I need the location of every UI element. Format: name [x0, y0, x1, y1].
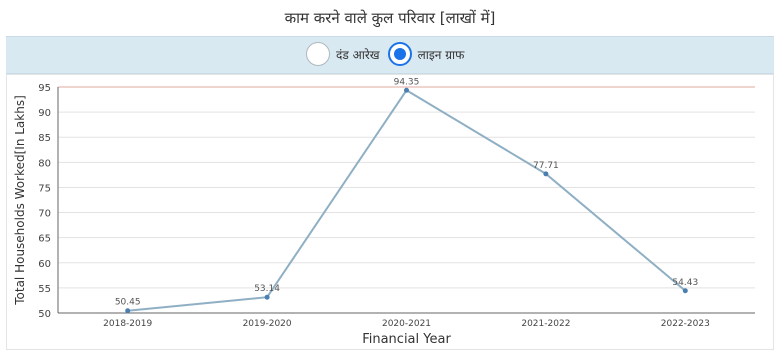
bar-chart-radio[interactable]: दंड आरेख	[306, 42, 380, 66]
data-point[interactable]	[543, 171, 549, 177]
data-label: 54.43	[672, 278, 698, 288]
line-graph-radio[interactable]: लाइन ग्राफ	[387, 42, 465, 66]
data-label: 50.45	[115, 298, 141, 308]
y-tick-label: 60	[38, 259, 51, 270]
y-tick-label: 70	[38, 209, 51, 220]
line-graph-radio-checked-icon[interactable]	[387, 42, 412, 66]
chart-panel: 50 55 60 65 70 75 80 85 90 95 2018-2019 2019-2020 20…	[6, 74, 774, 350]
data-point[interactable]	[125, 308, 131, 314]
x-tick-label: 2020-2021	[382, 319, 431, 329]
x-tick-label: 2018-2019	[103, 319, 152, 329]
series-line	[127, 88, 686, 312]
data-label: 94.35	[394, 77, 420, 87]
x-tick-label: 2022-2023	[661, 319, 710, 329]
data-point[interactable]	[404, 87, 409, 93]
chart-type-radio-group: दंड आरेख लाइन ग्राफ	[306, 42, 464, 66]
y-tick-label: 65	[38, 234, 51, 245]
data-label: 77.71	[533, 161, 559, 171]
y-tick-label: 80	[38, 158, 51, 169]
y-tick-label: 75	[38, 183, 51, 194]
y-tick-label: 85	[38, 133, 51, 144]
chart-type-toggle-bar: दंड आरेख लाइन ग्राफ	[6, 36, 774, 74]
bar-chart-radio-circle-icon[interactable]	[306, 42, 330, 66]
bar-chart-radio-label: दंड आरेख	[336, 47, 380, 62]
y-tick-label: 95	[38, 83, 51, 94]
data-label: 53.14	[254, 284, 280, 294]
x-tick-label: 2021-2022	[521, 319, 570, 329]
page-title: काम करने वाले कुल परिवार [लाखों में]	[284, 9, 496, 27]
line-chart: 50 55 60 65 70 75 80 85 90 95 2018-2019 2019-2020 20…	[13, 77, 755, 347]
data-point[interactable]	[682, 288, 688, 294]
line-graph-radio-label: लाइन ग्राफ	[417, 47, 465, 62]
y-tick-label: 55	[38, 284, 51, 295]
y-tick-label: 50	[38, 309, 51, 320]
data-point[interactable]	[264, 294, 270, 300]
x-tick-label: 2019-2020	[243, 319, 292, 329]
y-tick-label: 90	[38, 108, 51, 119]
radio-dot-icon	[393, 48, 406, 60]
x-axis-title: Financial Year	[362, 332, 451, 347]
y-axis-title: Total Households Worked[In Lakhs]	[13, 95, 27, 306]
